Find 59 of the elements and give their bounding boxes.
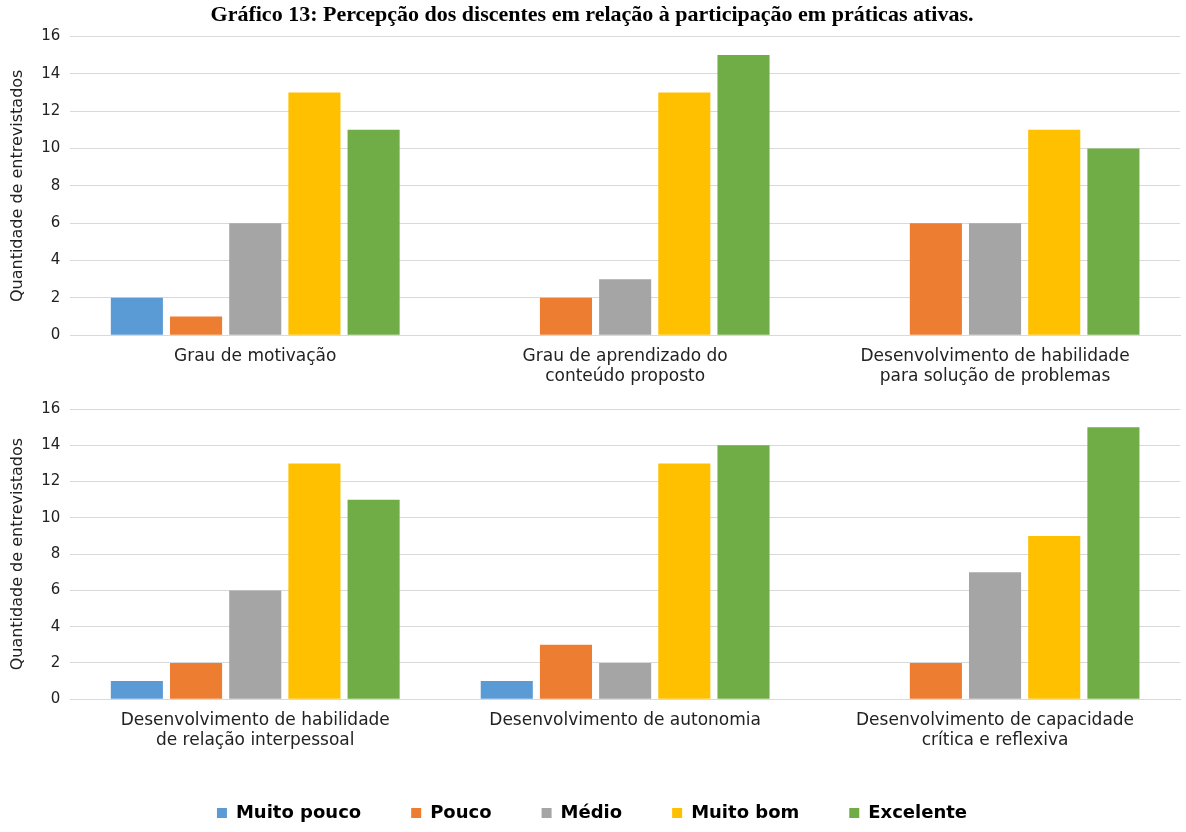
bar — [288, 463, 341, 699]
x-tick-label: Grau de motivação — [174, 344, 337, 365]
y-tick-label: 4 — [50, 250, 61, 269]
bar — [170, 662, 223, 699]
bar — [1028, 535, 1081, 699]
y-tick-label: 14 — [41, 63, 61, 82]
bar — [288, 92, 341, 335]
y-tick-label: 0 — [50, 325, 61, 344]
bar — [539, 297, 592, 335]
bar — [1087, 427, 1140, 699]
bar — [347, 129, 400, 335]
bar — [717, 55, 770, 335]
y-tick-label: 10 — [41, 507, 61, 526]
bar — [229, 590, 282, 699]
y-tick-label: 12 — [41, 100, 61, 119]
y-tick-label: 6 — [50, 213, 61, 232]
x-tick-label: Desenvolvimento de habilidade para solução de problemas — [860, 344, 1130, 386]
bar — [909, 662, 962, 699]
y-tick-label: 2 — [50, 652, 61, 671]
bar — [717, 445, 770, 699]
y-tick-label: 10 — [41, 138, 61, 157]
bar — [658, 463, 711, 699]
chart-title: Gráfico 13: Percepção dos discentes em relação à participação em práticas ativas. — [210, 0, 974, 26]
y-tick-label: 8 — [50, 175, 61, 194]
x-tick-label: Desenvolvimento de habilidade de relação interpessoal — [120, 708, 390, 750]
y-tick-label: 14 — [41, 435, 61, 454]
bar — [599, 662, 652, 699]
bar — [229, 223, 282, 335]
y-tick-label: 8 — [50, 543, 61, 562]
y-tick-label: 12 — [41, 471, 61, 490]
y-tick-label: 0 — [50, 689, 61, 708]
bar — [1087, 148, 1140, 335]
bar — [480, 681, 533, 699]
bar — [658, 92, 711, 335]
legend-label: Muito bom — [691, 800, 800, 822]
y-tick-label: 16 — [41, 26, 61, 45]
y-tick-label: 16 — [41, 398, 61, 417]
bar — [909, 223, 962, 335]
bar — [170, 316, 223, 335]
legend-label: Muito pouco — [235, 800, 362, 822]
bar — [347, 499, 400, 699]
x-tick-label: Desenvolvimento de autonomia — [489, 708, 761, 729]
bar — [1028, 129, 1081, 335]
y-tick-label: 4 — [50, 616, 61, 635]
bar — [969, 223, 1022, 335]
x-tick-label: Desenvolvimento de capacidade crítica e reflexiva — [856, 708, 1135, 750]
y-axis-title: Quantidade de entrevistados — [6, 69, 26, 303]
bar — [539, 644, 592, 699]
y-tick-label: 2 — [50, 287, 61, 306]
bar — [969, 572, 1022, 699]
x-tick-label: Grau de aprendizado do conteúdo proposto — [522, 344, 728, 386]
legend-label: Médio — [560, 800, 623, 822]
y-axis-title: Quantidade de entrevistados — [6, 437, 26, 671]
y-tick-label: 6 — [50, 580, 61, 599]
legend-label: Excelente — [868, 800, 968, 822]
bar — [110, 297, 163, 335]
legend-label: Pouco — [430, 800, 492, 822]
bar — [110, 681, 163, 699]
bar — [599, 279, 652, 335]
